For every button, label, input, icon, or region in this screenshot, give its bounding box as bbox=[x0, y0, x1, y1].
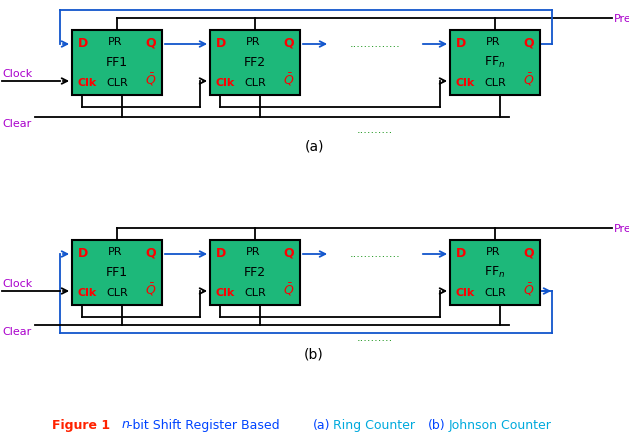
Text: $\bar{Q}$: $\bar{Q}$ bbox=[282, 71, 294, 88]
Text: Q: Q bbox=[284, 247, 294, 260]
Bar bbox=[210, 30, 300, 95]
Text: (a): (a) bbox=[313, 419, 330, 431]
Text: $\bar{Q}$: $\bar{Q}$ bbox=[145, 71, 156, 88]
Text: ..........: .......... bbox=[357, 333, 393, 343]
Text: (b): (b) bbox=[428, 419, 445, 431]
Text: D: D bbox=[216, 37, 226, 50]
Text: $\bar{Q}$: $\bar{Q}$ bbox=[523, 281, 534, 298]
Text: D: D bbox=[456, 37, 466, 50]
Text: n: n bbox=[118, 419, 130, 431]
Text: Preset: Preset bbox=[614, 224, 629, 234]
Text: CLR: CLR bbox=[484, 288, 506, 298]
Text: Q: Q bbox=[523, 247, 534, 260]
Text: (b): (b) bbox=[304, 347, 324, 361]
Bar bbox=[72, 240, 162, 305]
Text: FF1: FF1 bbox=[106, 56, 128, 69]
Text: FF2: FF2 bbox=[244, 56, 266, 69]
Bar bbox=[450, 30, 540, 95]
Text: $\bar{Q}$: $\bar{Q}$ bbox=[145, 281, 156, 298]
Text: CLR: CLR bbox=[484, 78, 506, 88]
Text: D: D bbox=[456, 247, 466, 260]
Text: Clock: Clock bbox=[2, 279, 32, 289]
Text: Q: Q bbox=[523, 37, 534, 50]
Text: CLR: CLR bbox=[244, 288, 266, 298]
Text: CLR: CLR bbox=[106, 288, 128, 298]
Text: Clear: Clear bbox=[2, 119, 31, 129]
Text: $\bar{Q}$: $\bar{Q}$ bbox=[282, 281, 294, 298]
Text: D: D bbox=[216, 247, 226, 260]
Text: CLR: CLR bbox=[106, 78, 128, 88]
Text: CLR: CLR bbox=[244, 78, 266, 88]
Text: Clk: Clk bbox=[216, 78, 235, 88]
Text: D: D bbox=[78, 37, 88, 50]
Bar bbox=[450, 240, 540, 305]
Text: Clk: Clk bbox=[456, 288, 476, 298]
Text: PR: PR bbox=[486, 247, 501, 257]
Text: ..........: .......... bbox=[357, 125, 393, 135]
Text: (a): (a) bbox=[304, 139, 324, 153]
Text: FF2: FF2 bbox=[244, 266, 266, 279]
Text: Clock: Clock bbox=[2, 69, 32, 79]
Text: -bit Shift Register Based: -bit Shift Register Based bbox=[128, 419, 280, 431]
Text: Ring Counter: Ring Counter bbox=[333, 419, 415, 431]
Text: PR: PR bbox=[486, 37, 501, 47]
Text: ..............: .............. bbox=[350, 249, 401, 259]
Text: Q: Q bbox=[145, 37, 156, 50]
Text: Clk: Clk bbox=[78, 78, 97, 88]
Text: PR: PR bbox=[246, 37, 260, 47]
Text: FF$_n$: FF$_n$ bbox=[484, 55, 506, 70]
Text: D: D bbox=[78, 247, 88, 260]
Text: Figure 1: Figure 1 bbox=[52, 419, 110, 431]
Text: Q: Q bbox=[145, 247, 156, 260]
Text: Preset: Preset bbox=[614, 14, 629, 24]
Text: FF1: FF1 bbox=[106, 266, 128, 279]
Text: PR: PR bbox=[108, 37, 123, 47]
Text: Clk: Clk bbox=[78, 288, 97, 298]
Bar bbox=[210, 240, 300, 305]
Text: PR: PR bbox=[108, 247, 123, 257]
Text: FF$_n$: FF$_n$ bbox=[484, 265, 506, 280]
Text: Clk: Clk bbox=[216, 288, 235, 298]
Text: Q: Q bbox=[284, 37, 294, 50]
Text: $\bar{Q}$: $\bar{Q}$ bbox=[523, 71, 534, 88]
Text: PR: PR bbox=[246, 247, 260, 257]
Text: Clear: Clear bbox=[2, 327, 31, 337]
Bar bbox=[72, 30, 162, 95]
Text: ..............: .............. bbox=[350, 39, 401, 49]
Text: Clk: Clk bbox=[456, 78, 476, 88]
Text: Johnson Counter: Johnson Counter bbox=[449, 419, 552, 431]
